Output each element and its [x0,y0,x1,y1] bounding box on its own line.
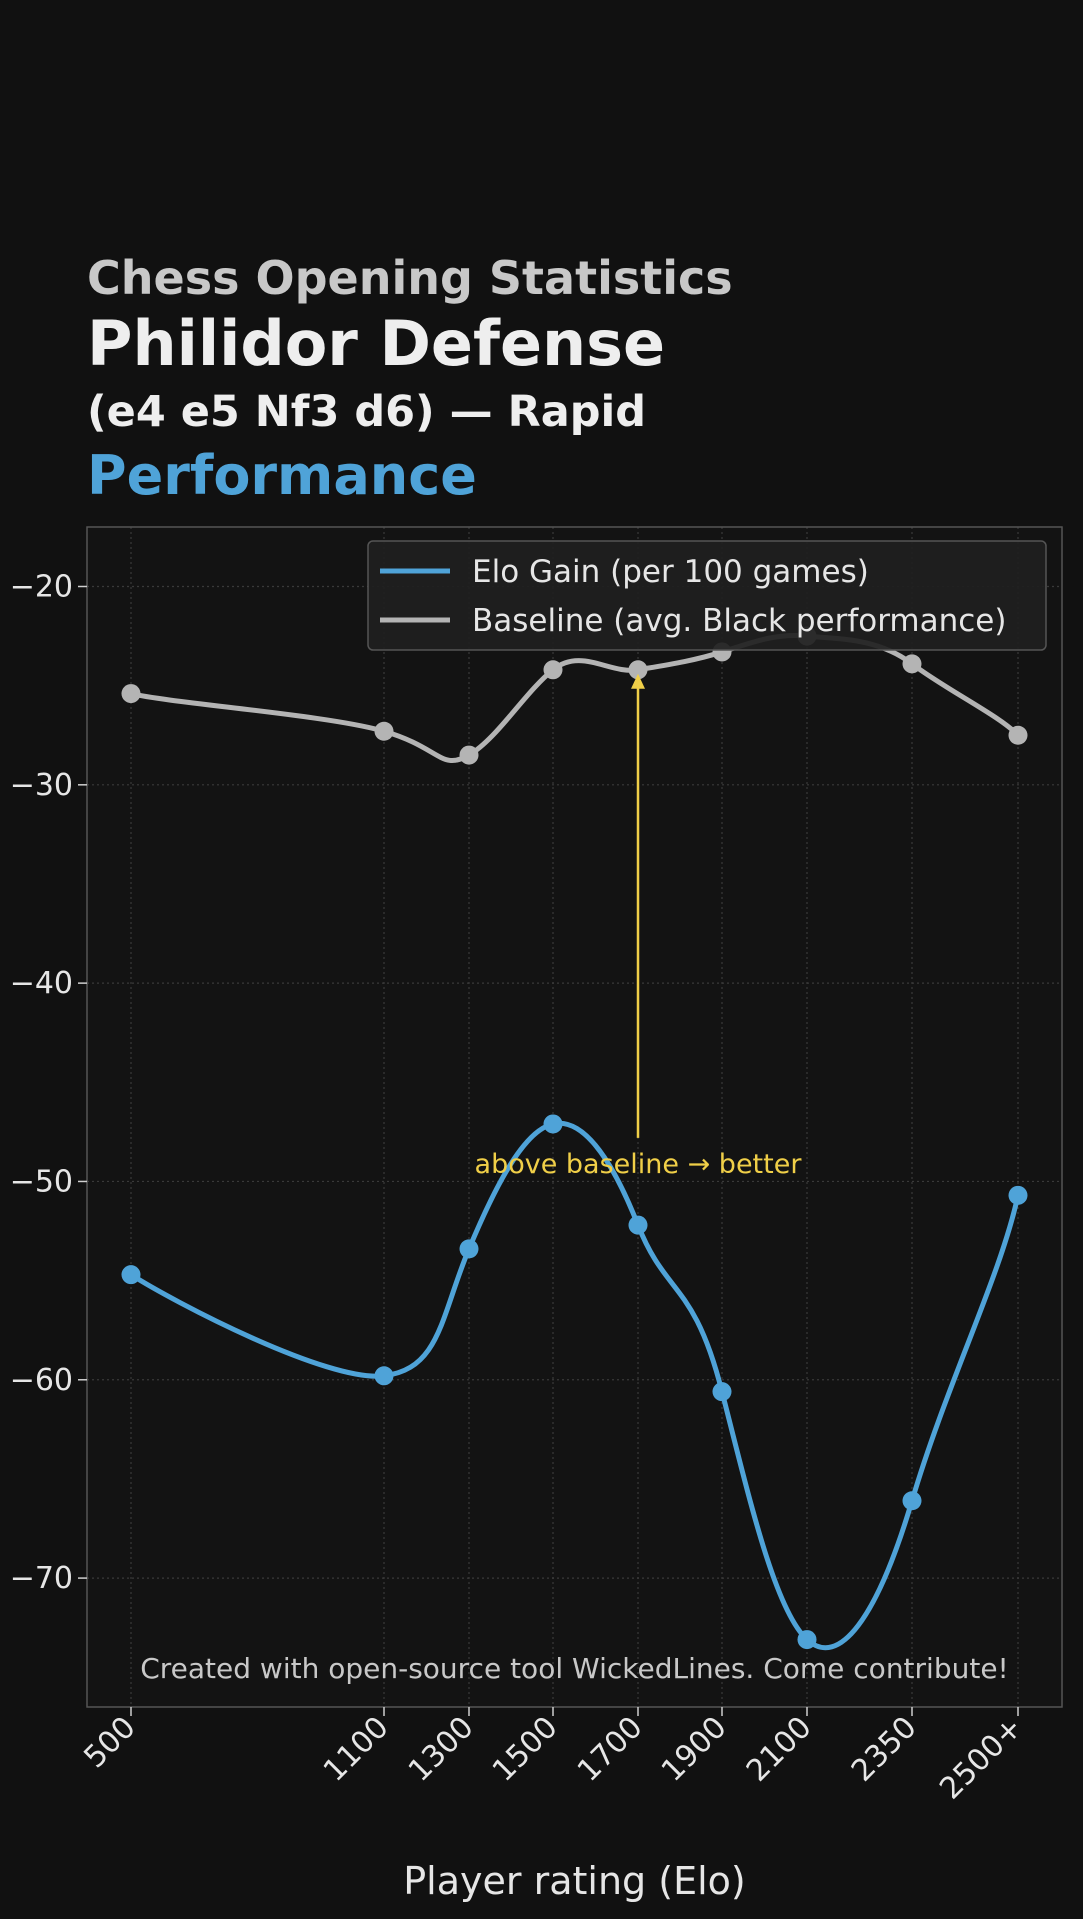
baseline-point [121,684,141,704]
elo-gain-series-line [128,1120,1021,1651]
baseline-point [902,654,922,674]
y-tick-label: −50 [10,1164,73,1199]
chart-title: Philidor Defense [87,307,666,380]
annotation-arrow-head [631,673,645,689]
x-tick-label: 2350 [845,1710,924,1789]
annotation-layer: above baseline → better [475,673,803,1180]
elo-gain-point [628,1215,648,1235]
elo-gain-point [797,1630,817,1650]
baseline-point [1008,725,1028,745]
baseline-point [459,745,479,765]
x-axis-label: Player rating (Elo) [403,1859,745,1903]
y-tick-label: −60 [10,1363,73,1398]
baseline-point [543,660,563,680]
y-tick-label: −40 [10,966,73,1001]
x-tick-label: 1100 [317,1710,396,1789]
legend-label: Baseline (avg. Black performance) [472,603,1006,639]
x-tick-label: 2100 [740,1710,819,1789]
legend-box [367,540,1047,651]
x-tick-label: 500 [77,1710,142,1775]
elo-gain-point [1008,1185,1028,1205]
x-tick-label: 1700 [571,1710,650,1789]
plot-frame [86,526,1063,1708]
legend-label: Elo Gain (per 100 games) [472,554,869,590]
chart-kicker: Chess Opening Statistics [87,251,733,305]
x-tick-label: 2500+ [933,1710,1030,1807]
chart-metric-title: Performance [87,444,477,507]
annotation-label: above baseline → better [475,1149,803,1180]
chart-subtitle: (e4 e5 Nf3 d6) — Rapid [87,387,647,437]
x-tick-label: 1300 [402,1710,481,1789]
elo-gain-point [121,1265,141,1285]
elo-gain-point [712,1382,732,1402]
x-tick-label: 1500 [486,1710,565,1789]
y-tick-label: −70 [10,1561,73,1596]
footer-note: Created with open-source tool WickedLine… [140,1652,1009,1685]
baseline-point [628,660,648,680]
elo-gain-point [543,1114,563,1134]
elo-gain-point [902,1491,922,1511]
elo-gain-point [374,1366,394,1386]
elo-gain-point [459,1239,479,1259]
plot-background [87,527,1062,1707]
y-tick-label: −30 [10,768,73,803]
x-tick-label: 1900 [655,1710,734,1789]
grid-layer [87,527,1062,1707]
legend: Elo Gain (per 100 games) Baseline (avg. B… [367,540,1047,651]
y-tick-label: −20 [10,569,73,604]
baseline-point [374,721,394,741]
